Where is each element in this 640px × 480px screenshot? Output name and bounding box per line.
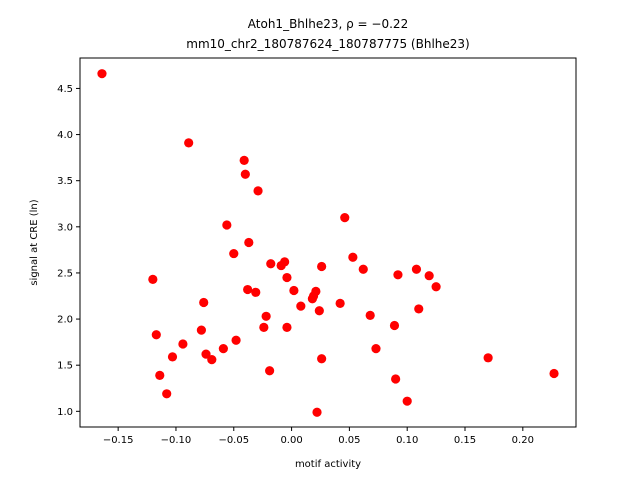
x-tick-label: 0.15 <box>454 435 476 446</box>
data-point <box>282 322 292 332</box>
data-point <box>218 343 228 354</box>
data-point <box>314 306 324 316</box>
x-tick-label: 0.00 <box>280 435 302 446</box>
data-point <box>411 264 422 274</box>
data-point <box>431 282 441 292</box>
data-point <box>231 335 241 345</box>
data-point <box>184 138 194 148</box>
data-point <box>358 264 368 274</box>
data-point <box>239 155 249 165</box>
y-tick-label: 1.0 <box>57 407 73 418</box>
y-tick-label: 3.0 <box>57 222 73 233</box>
plot-frame <box>79 57 577 428</box>
data-point <box>414 304 424 314</box>
y-tick-label: 4.0 <box>57 130 73 141</box>
data-point <box>253 186 263 196</box>
data-point <box>266 259 276 269</box>
data-point <box>307 294 317 304</box>
x-tick-label: 0.10 <box>396 435 418 446</box>
x-tick-label: 0.05 <box>338 435 360 446</box>
data-point <box>259 322 269 332</box>
x-axis-ticks: −0.15 −0.10 −0.05 0.00 0.05 0.10 0.15 0.20 <box>103 427 534 446</box>
data-point <box>296 301 306 311</box>
data-point <box>97 69 107 79</box>
data-point <box>207 355 217 365</box>
data-point <box>261 311 271 321</box>
data-point <box>251 287 261 297</box>
data-point <box>371 343 381 354</box>
data-point <box>151 330 161 340</box>
data-point <box>243 284 253 295</box>
data-point <box>312 407 322 417</box>
data-point <box>276 260 286 271</box>
data-point <box>244 237 254 248</box>
data-points <box>97 69 559 417</box>
x-tick-label: 0.20 <box>512 435 534 446</box>
data-point <box>155 370 165 380</box>
data-point <box>229 248 239 259</box>
data-point <box>282 272 292 283</box>
data-point <box>348 252 358 262</box>
data-point <box>391 374 401 384</box>
data-point <box>393 270 403 280</box>
data-point <box>365 310 375 320</box>
data-point <box>162 389 172 399</box>
x-tick-label: −0.05 <box>218 435 249 446</box>
y-tick-label: 2.5 <box>57 268 73 279</box>
data-point <box>340 212 350 223</box>
data-point <box>424 271 434 281</box>
y-tick-label: 4.5 <box>57 84 73 95</box>
data-point <box>199 297 209 308</box>
chart-title-line1: Atoh1_Bhlhe23, ρ = −0.22 <box>248 17 408 31</box>
y-axis-label: signal at CRE (ln) <box>29 199 40 285</box>
y-tick-label: 1.5 <box>57 361 73 372</box>
data-point <box>201 349 211 359</box>
data-point <box>402 396 412 406</box>
y-axis-ticks: 1.0 1.5 2.0 2.5 3.0 3.5 4.0 4.5 <box>57 84 80 418</box>
data-point <box>317 354 327 364</box>
x-tick-label: −0.15 <box>103 435 134 446</box>
y-tick-label: 2.0 <box>57 315 73 326</box>
x-tick-label: −0.10 <box>161 435 192 446</box>
data-point <box>549 368 559 379</box>
data-point <box>265 366 275 376</box>
x-axis-label: motif activity <box>295 459 361 470</box>
data-point <box>178 339 188 349</box>
data-point <box>389 320 400 331</box>
data-point <box>240 169 250 179</box>
chart-title-line2: mm10_chr2_180787624_180787775 (Bhlhe23) <box>186 37 469 51</box>
data-point <box>289 285 299 296</box>
data-point <box>335 298 345 308</box>
data-point <box>222 220 232 230</box>
data-point <box>317 261 327 272</box>
y-tick-label: 3.5 <box>57 176 73 187</box>
data-point <box>483 353 493 363</box>
data-point <box>148 274 158 284</box>
data-point <box>196 325 206 335</box>
data-point <box>167 352 178 362</box>
